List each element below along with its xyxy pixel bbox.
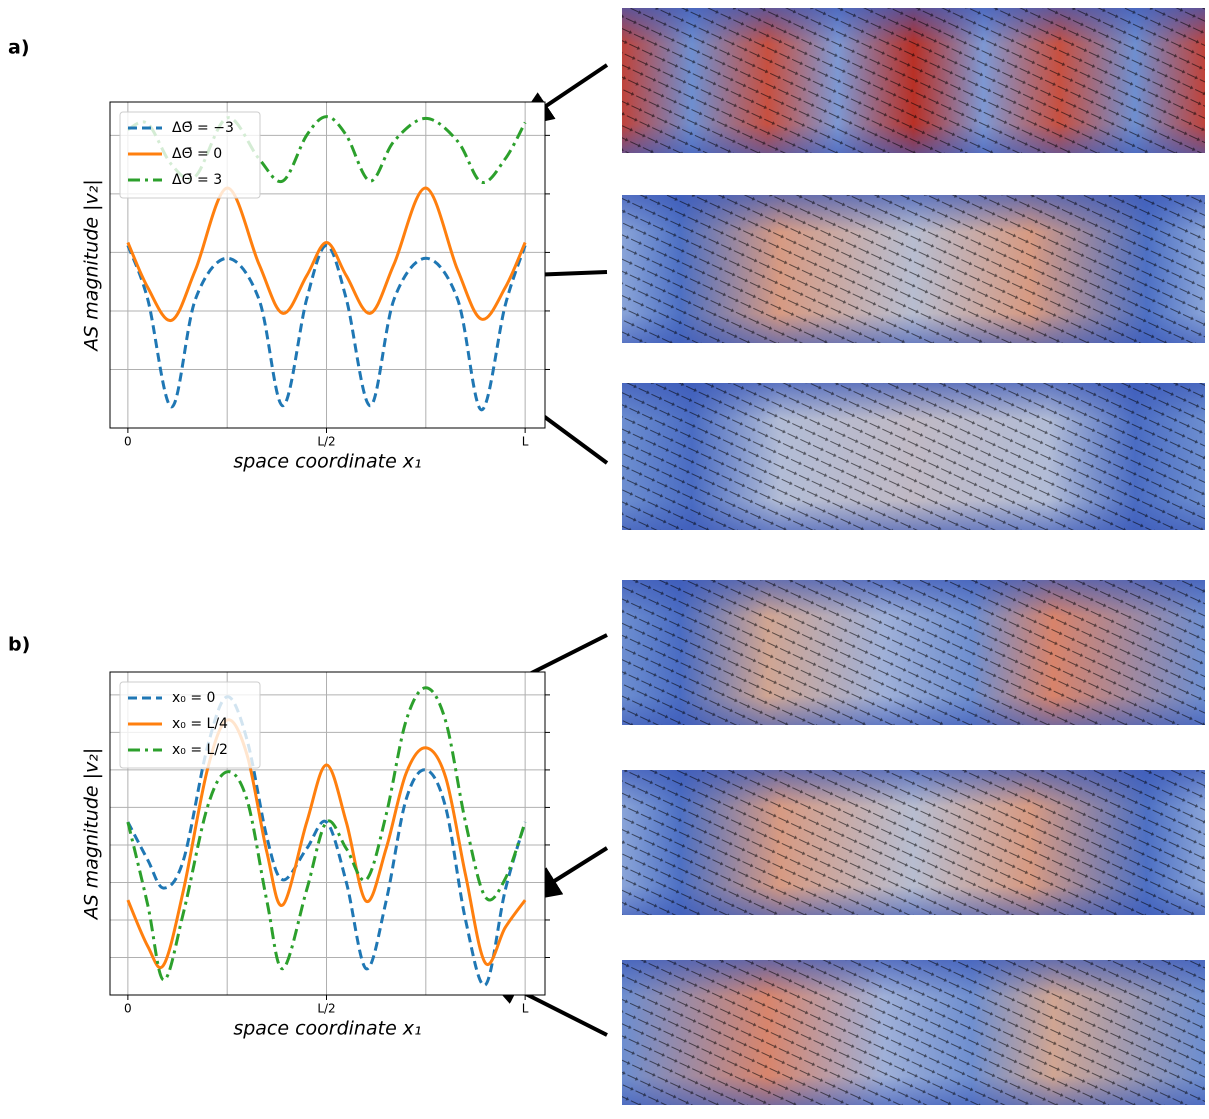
legend: ΔΘ̄ = −3 ΔΘ̄ = 0 ΔΘ̄ = 3	[119, 111, 261, 199]
flow-field	[622, 770, 1205, 915]
x-tick-label: L	[522, 435, 529, 449]
flow-field	[622, 383, 1205, 530]
data-line	[126, 186, 527, 322]
x-tick-label: L/2	[317, 1002, 335, 1016]
legend: x₀ = 0 x₀ = L/4 x₀ = L/2	[119, 681, 261, 769]
x-tick-label: L	[522, 1002, 529, 1016]
legend-label: ΔΘ̄ = −3	[172, 120, 234, 136]
y-axis-label: AS magnitude |v₂|	[81, 179, 103, 353]
x-tick-label: 0	[124, 1002, 132, 1016]
pointer-arrow	[513, 63, 609, 128]
legend-label: x₀ = L/4	[172, 716, 228, 732]
flow-fields	[622, 8, 1205, 1105]
legend-label: ΔΘ̄ = 3	[172, 172, 222, 188]
flow-field	[622, 960, 1205, 1105]
legend-label: x₀ = L/2	[172, 742, 228, 758]
data-line	[126, 718, 527, 970]
legend-box	[119, 681, 261, 769]
panel-label: b)	[8, 634, 30, 656]
flow-field	[622, 8, 1205, 153]
legend-box	[119, 111, 261, 199]
flow-field	[622, 195, 1205, 343]
flow-field	[622, 580, 1205, 725]
x-tick-label: 0	[124, 435, 132, 449]
data-line	[126, 243, 527, 412]
legend-label: ΔΘ̄ = 0	[172, 146, 222, 162]
pointer-arrow	[520, 846, 609, 903]
data-line	[126, 695, 527, 987]
legend-label: x₀ = 0	[172, 690, 215, 706]
data-line	[126, 686, 527, 982]
panel-label: a)	[8, 37, 30, 59]
plot-frame	[109, 671, 546, 996]
x-axis-label: space coordinate x₁	[233, 451, 421, 473]
plot-frame	[109, 101, 546, 429]
y-axis-label: AS magnitude |v₂|	[81, 748, 103, 922]
x-axis-label: space coordinate x₁	[233, 1018, 421, 1040]
x-tick-label: L/2	[317, 435, 335, 449]
